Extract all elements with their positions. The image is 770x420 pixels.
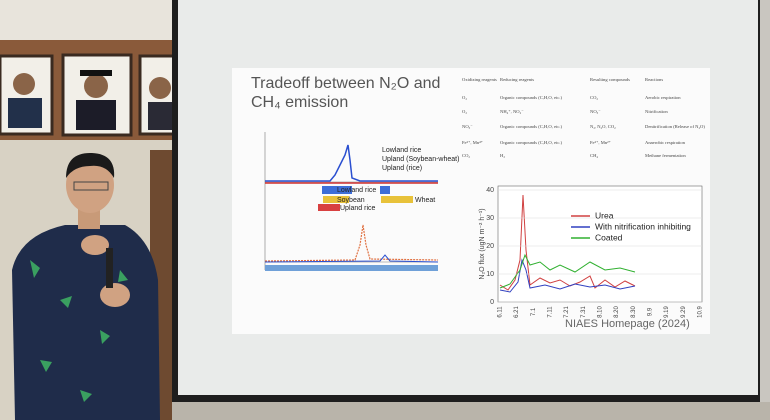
table-cell: Nitrification bbox=[645, 109, 668, 114]
crop-label: Upland rice bbox=[340, 205, 376, 212]
x-tick-label: 7.21 bbox=[564, 306, 570, 318]
floor-wall bbox=[172, 402, 770, 420]
ceiling bbox=[0, 0, 180, 40]
y-axis-label: N₂O flux (ugN m⁻² h⁻¹) bbox=[479, 208, 486, 279]
table-header: Oxidizing reagents bbox=[462, 77, 497, 82]
y-tick-label: 10 bbox=[486, 271, 494, 278]
x-tick-label: 8.30 bbox=[631, 306, 637, 318]
table-cell: Organic compounds (C,H,O, etc.) bbox=[500, 95, 563, 101]
right-wall bbox=[760, 0, 770, 420]
x-tick-label: 10.9 bbox=[698, 306, 704, 318]
right-chart bbox=[497, 185, 703, 303]
left-chart bbox=[264, 132, 439, 271]
crop-label: Lowland rice bbox=[337, 187, 376, 194]
legend-entry: With nitrification inhibiting bbox=[595, 221, 691, 231]
x-tick-label: 7.11 bbox=[548, 306, 554, 318]
legend-entry: Urea bbox=[595, 210, 614, 220]
y-tick-label: 20 bbox=[486, 243, 494, 250]
x-tick-label: 9.9 bbox=[648, 307, 654, 316]
table-header: Resulting compounds bbox=[590, 77, 630, 82]
source: NIAES Homepage (2024) bbox=[565, 318, 690, 330]
table-cell: NO₃⁻ bbox=[462, 124, 473, 129]
y-tick-label: 30 bbox=[486, 215, 494, 222]
slide-title: CH₄ emission bbox=[251, 94, 348, 111]
slide-title: Tradeoff between N₂O and bbox=[251, 75, 440, 92]
x-tick-label: 6.11 bbox=[498, 306, 504, 318]
reaction-table: Oxidizing reagents Reducing reagents Resul… bbox=[462, 77, 705, 158]
crop-label: Wheat bbox=[415, 197, 435, 204]
x-tick-label: 8.10 bbox=[598, 306, 604, 318]
portraits bbox=[0, 53, 182, 137]
table-cell: O₂ bbox=[462, 109, 467, 114]
table-header: Reactions bbox=[645, 77, 663, 82]
table-cell: Anaerobic respiration bbox=[645, 140, 686, 145]
x-tick-label: 7.1 bbox=[531, 307, 537, 316]
table-header: Reducing reagents bbox=[500, 77, 534, 82]
table-cell: CO₂ bbox=[462, 153, 470, 158]
x-tick-label: 7.31 bbox=[581, 306, 587, 318]
table-cell: CH₄ bbox=[590, 153, 598, 158]
y-tick-label: 0 bbox=[490, 299, 494, 306]
x-tick-label: 6.21 bbox=[514, 306, 520, 318]
table-cell: NH₄⁺, NO₂⁻ bbox=[500, 109, 524, 115]
table-cell: Fe³⁺, Mn⁴⁺ bbox=[462, 140, 484, 146]
left-legend: Lowland rice Upland (Soybean-wheat) Upland… bbox=[337, 147, 459, 212]
right-chart-labels: 0 10 20 30 40 6.11 6.21 7.1 7.11 7.21 7.31 8.10 8.20… bbox=[479, 187, 704, 318]
table-cell: Fe²⁺, Mn²⁺ bbox=[590, 140, 611, 146]
table-cell: NO₃⁻ bbox=[590, 109, 601, 114]
crop-label: Soybean bbox=[337, 197, 365, 204]
table-cell: H₂ bbox=[500, 153, 505, 158]
table-cell: Aerobic respiration bbox=[645, 95, 681, 100]
legend-entry: Coated bbox=[595, 232, 623, 242]
table-cell: N₂, N₂O, CO₂ bbox=[590, 124, 616, 130]
x-tick-label: 8.20 bbox=[614, 306, 620, 318]
table-cell: Denitrification (Release of N₂O) bbox=[645, 124, 705, 129]
table-cell: CO₂ bbox=[590, 95, 598, 100]
table-cell: Organic compounds (C,H,O, etc.) bbox=[500, 124, 563, 130]
legend-entry: Upland (rice) bbox=[382, 165, 422, 172]
legend-entry: Upland (Soybean-wheat) bbox=[382, 156, 459, 163]
table-cell: Methane fermentation bbox=[645, 153, 686, 158]
presenter bbox=[12, 152, 160, 420]
legend-entry: Lowland rice bbox=[382, 147, 421, 154]
table-cell: Organic compounds (C,H,O, etc.) bbox=[500, 140, 563, 146]
y-tick-label: 40 bbox=[486, 187, 494, 194]
table-cell: O₂ bbox=[462, 95, 467, 100]
x-tick-label: 9.29 bbox=[681, 306, 687, 318]
x-tick-label: 9.19 bbox=[664, 306, 670, 318]
